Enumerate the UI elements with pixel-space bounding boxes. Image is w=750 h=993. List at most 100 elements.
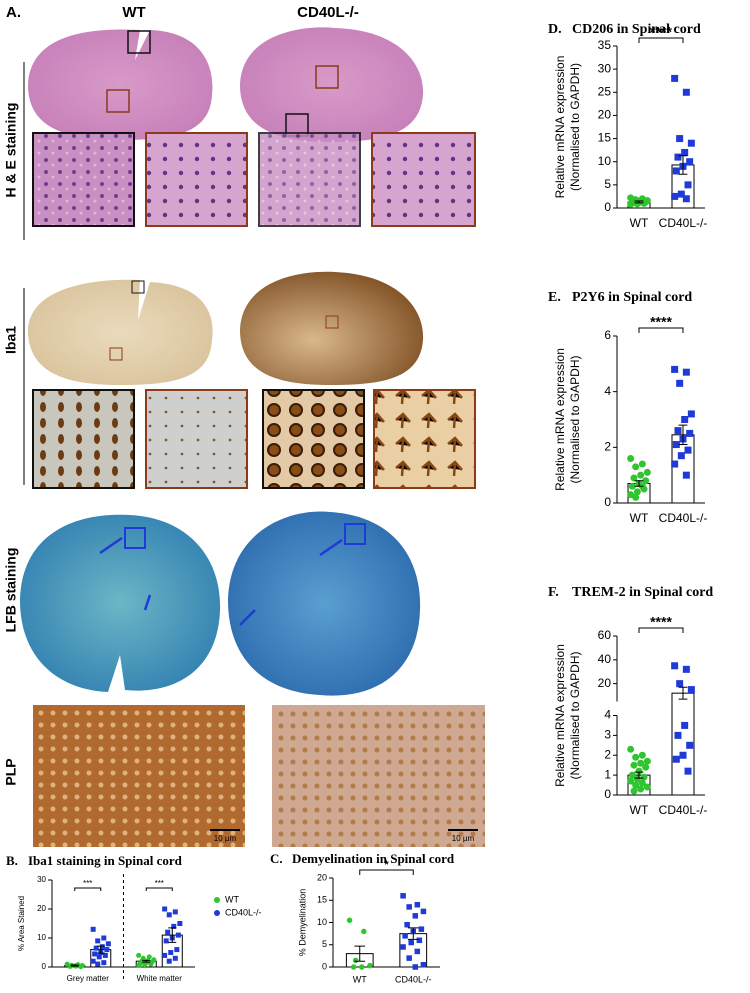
data-point [681,148,689,156]
inset-marker [127,30,151,54]
x-tick-label: CD40L-/- [659,216,708,230]
data-point [172,909,178,915]
data-point [682,195,690,203]
data-point [687,410,695,418]
data-point [420,908,427,915]
data-point [628,482,636,490]
y-tick-label: 10 [317,917,327,927]
significance-bracket [145,887,173,891]
data-point [671,74,679,82]
data-point [637,785,645,793]
y-tick-label: 20 [598,108,612,122]
y-tick-label: 35 [598,38,612,52]
inset-marker [315,65,339,89]
error-bar [168,927,177,943]
panel-label: C. [270,851,283,866]
y-axis-label: (Normalised to GAPDH) [568,651,582,779]
data-point [162,952,168,958]
y-tick-label: 60 [598,628,612,642]
micrograph-zoom [373,389,476,489]
x-tick-label: Grey matter [67,974,110,983]
data-point [682,471,690,479]
y-tick-label: 15 [598,131,612,145]
row-label: PLP [3,758,19,785]
error-bar [634,200,644,204]
data-point [674,731,682,739]
significance-bracket [638,37,684,43]
data-point [359,964,365,970]
y-tick-label: 6 [604,328,611,342]
legend-label: CD40L-/- [225,907,262,917]
x-tick-label: WT [353,974,367,984]
y-tick-label: 4 [604,384,611,398]
y-tick-label: 20 [598,676,612,690]
data-point [637,471,645,479]
arrow [99,536,343,626]
data-point [101,960,107,966]
data-point [635,767,643,775]
y-axis-label: % Demyelination [297,889,307,957]
y-tick-label: 15 [317,895,327,905]
data-point [352,957,359,964]
data-point [681,416,689,423]
y-tick-label: 0 [604,200,611,214]
data-point [687,139,695,147]
inset-marker [131,280,145,294]
micrograph [20,514,221,692]
data-point [686,158,694,166]
data-point [627,777,635,785]
data-point [400,893,406,899]
significance-label: *** [155,879,164,888]
data-point [90,958,96,964]
y-tick-label: 10 [37,933,46,942]
data-point [638,779,646,787]
data-point [136,963,142,969]
data-point [367,962,373,969]
data-point [93,945,99,951]
y-tick-label: 20 [317,872,327,882]
data-point [361,928,367,935]
data-point [95,961,101,967]
y-axis-label: Relative mRNA expression [553,56,567,199]
data-point [627,745,635,753]
micrograph-zoom [145,389,248,489]
y-tick-label: 0 [42,962,47,971]
data-point [677,190,685,198]
data-point [346,917,353,924]
micrograph [240,27,424,142]
data-point [676,379,684,387]
legend-marker [214,910,220,916]
data-point [400,944,406,950]
data-point [671,662,679,670]
data-point [95,938,101,944]
data-point [643,757,651,765]
y-tick-label: 0 [322,961,327,971]
x-tick-label: CD40L-/- [659,803,708,817]
data-point [674,153,682,161]
panel-label: D. [548,22,562,37]
data-point [676,135,684,143]
y-tick-label: 5 [604,177,611,191]
data-point [682,88,690,96]
error-bar [634,480,644,487]
data-point [640,773,648,781]
y-axis-label: (Normalised to GAPDH) [568,355,582,483]
data-point [350,964,357,970]
data-point [672,167,680,175]
data-point [684,446,692,454]
y-axis-label: Relative mRNA expression [553,348,567,491]
data-point [412,964,419,970]
significance-bracket [74,887,102,891]
data-point [676,680,684,688]
x-tick-label: White matter [137,974,183,983]
micrograph [33,705,245,847]
error-bar [678,424,688,446]
panel-label: A. [6,4,21,21]
data-point [672,441,680,449]
y-tick-label: 20 [37,904,46,913]
data-point [148,961,154,967]
micrograph-zoom [371,132,476,227]
y-axis-label: Relative mRNA expression [553,644,567,787]
data-point [96,954,102,960]
